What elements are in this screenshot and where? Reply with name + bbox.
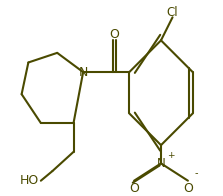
Text: HO: HO xyxy=(20,174,39,187)
Text: +: + xyxy=(167,151,174,160)
Text: N: N xyxy=(157,157,165,170)
Text: O: O xyxy=(183,182,193,195)
Text: O: O xyxy=(109,28,119,41)
Text: Cl: Cl xyxy=(167,6,178,19)
Text: N: N xyxy=(78,66,88,79)
Text: O: O xyxy=(129,182,139,195)
Text: -: - xyxy=(195,168,198,178)
